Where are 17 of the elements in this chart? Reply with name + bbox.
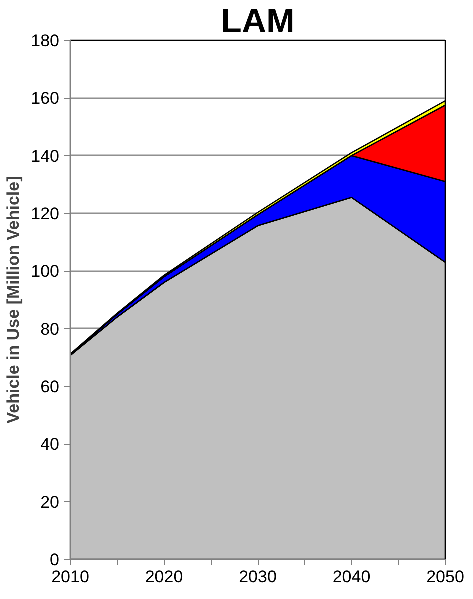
y-tick-label: 140 [31, 146, 60, 166]
x-tick-label: 2010 [52, 568, 90, 586]
y-tick-label: 60 [40, 378, 60, 396]
y-tick-label: 180 [31, 32, 60, 50]
x-tick-label: 2040 [332, 568, 371, 586]
y-tick-label: 120 [31, 204, 60, 224]
y-tick-label: 160 [31, 89, 60, 108]
y-tick-label: 80 [40, 320, 60, 339]
y-tick-label: 20 [40, 492, 60, 512]
y-tick-label: 100 [31, 262, 60, 282]
chart-title: LAM [221, 2, 295, 40]
y-tick-label: 40 [40, 435, 60, 454]
x-tick-label: 2050 [426, 568, 464, 586]
x-tick-label: 2030 [239, 568, 277, 586]
y-tick-label: 0 [50, 550, 60, 570]
y-axis-title: Vehicle in Use [Million Vehicle] [4, 176, 24, 424]
x-tick-label: 2020 [145, 568, 184, 586]
